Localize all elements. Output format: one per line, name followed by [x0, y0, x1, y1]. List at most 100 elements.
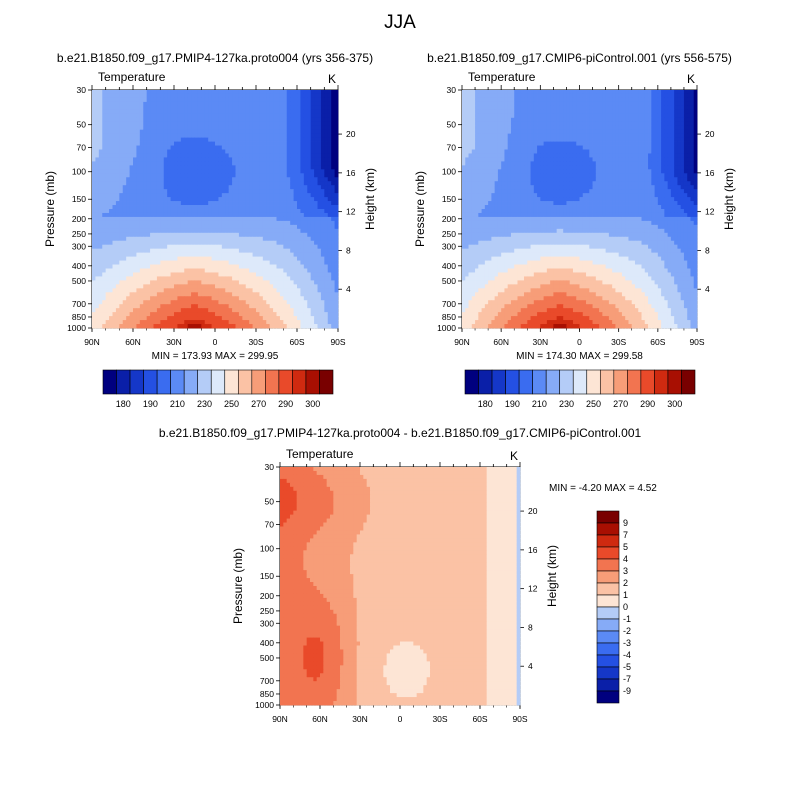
contour-cell: [556, 109, 561, 115]
contour-cell: [543, 97, 548, 103]
contour-cell: [290, 288, 294, 293]
contour-cell: [245, 161, 250, 166]
contour-cell: [317, 165, 322, 170]
contour-cell: [252, 165, 257, 170]
contour-cell: [126, 173, 130, 178]
contour-cell: [303, 308, 308, 313]
contour-cell: [286, 220, 291, 226]
contour-cell: [569, 97, 574, 103]
contour-cell: [126, 312, 130, 317]
contour-cell: [170, 153, 175, 158]
contour-cell: [468, 109, 473, 115]
contour-cell: [191, 209, 195, 214]
contour-cell: [228, 264, 233, 269]
contour-cell: [303, 125, 308, 131]
contour-cell: [197, 201, 202, 206]
contour-cell: [283, 117, 288, 123]
contour-cell: [156, 308, 161, 313]
contour-cell: [194, 236, 199, 242]
contour-cell: [221, 117, 226, 123]
contour-cell: [146, 113, 151, 119]
contour-cell: [331, 185, 335, 190]
contour-cell: [612, 109, 616, 115]
contour-cell: [307, 292, 312, 297]
contour-cell: [290, 157, 294, 162]
contour-cell: [95, 189, 100, 194]
contour-cell: [133, 161, 137, 166]
contour-cell: [576, 109, 580, 115]
contour-cell: [133, 276, 137, 281]
contour-cell: [314, 173, 318, 178]
contour-cell: [208, 129, 212, 135]
contour-cell: [303, 320, 308, 325]
contour-cell: [167, 220, 171, 226]
contour-cell: [184, 193, 189, 198]
contour-cell: [249, 324, 253, 329]
contour-cell: [654, 90, 659, 95]
contour-cell: [201, 264, 206, 269]
contour-cell: [314, 149, 318, 154]
contour-cell: [262, 173, 267, 178]
contour-cell: [259, 320, 264, 325]
contour-cell: [218, 201, 223, 206]
contour-cell: [129, 212, 134, 218]
contour-cell: [191, 304, 195, 309]
contour-cell: [156, 105, 161, 111]
contour-cell: [174, 252, 178, 257]
contour-cell: [530, 90, 535, 95]
contour-cell: [174, 308, 178, 313]
contour-cell: [245, 93, 250, 99]
contour-cell: [174, 109, 178, 115]
contour-cell: [293, 220, 298, 226]
contour-cell: [612, 105, 616, 111]
contour-cell: [122, 149, 127, 154]
contour-cell: [334, 256, 339, 261]
contour-cell: [242, 288, 247, 293]
contour-cell: [215, 288, 219, 293]
contour-cell: [235, 320, 240, 325]
contour-cell: [245, 288, 250, 293]
contour-cell: [269, 137, 274, 142]
contour-cell: [320, 189, 325, 194]
contour-cell: [102, 300, 107, 305]
contour-cell: [310, 209, 315, 214]
contour-cell: [174, 244, 178, 250]
contour-cell: [197, 228, 202, 234]
contour-cell: [215, 268, 219, 273]
contour-cell: [283, 189, 288, 194]
contour-cell: [232, 248, 236, 254]
contour-cell: [324, 240, 329, 246]
contour-cell: [225, 181, 230, 186]
contour-cell: [297, 145, 301, 150]
contour-cell: [112, 129, 117, 135]
contour-cell: [235, 300, 240, 305]
contour-cell: [160, 264, 165, 269]
contour-cell: [262, 216, 267, 222]
contour-cell: [327, 201, 332, 206]
contour-cell: [191, 197, 195, 202]
contour-cell: [327, 280, 332, 285]
contour-cell: [303, 324, 308, 329]
contour-cell: [556, 113, 561, 119]
contour-cell: [105, 145, 110, 150]
contour-cell: [252, 256, 257, 261]
contour-cell: [273, 236, 277, 242]
contour-cell: [143, 101, 148, 107]
contour-cell: [314, 185, 318, 190]
contour-cell: [259, 197, 264, 202]
contour-cell: [468, 113, 473, 119]
contour-cell: [641, 93, 646, 99]
contour-cell: [136, 260, 141, 265]
contour-cell: [670, 109, 675, 115]
contour-cell: [235, 256, 240, 261]
contour-cell: [215, 125, 219, 131]
contour-cell: [550, 93, 554, 99]
contour-cell: [98, 129, 103, 135]
contour-cell: [126, 125, 130, 131]
contour-cell: [310, 137, 315, 142]
contour-cell: [228, 280, 233, 285]
contour-cell: [150, 300, 154, 305]
contour-cell: [249, 197, 253, 202]
contour-cell: [300, 220, 305, 226]
contour-cell: [197, 308, 202, 313]
